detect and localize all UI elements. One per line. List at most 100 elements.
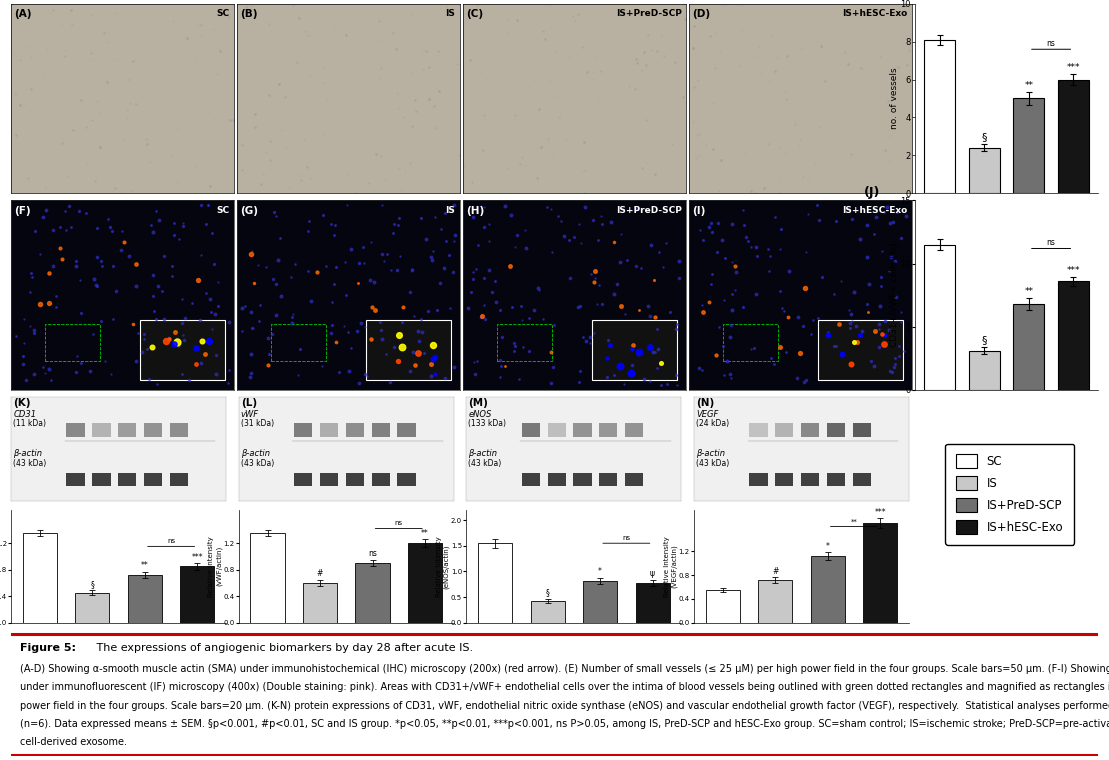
FancyBboxPatch shape	[750, 423, 767, 437]
Text: Figure 5:: Figure 5:	[20, 642, 75, 653]
Text: ns: ns	[1047, 238, 1056, 247]
Text: β-actin: β-actin	[13, 449, 42, 458]
Bar	[759, 580, 792, 622]
Text: IS+PreD-SCP: IS+PreD-SCP	[615, 206, 682, 215]
FancyBboxPatch shape	[599, 423, 618, 437]
FancyBboxPatch shape	[144, 473, 162, 486]
Text: vWF: vWF	[241, 410, 260, 419]
Legend: SC, IS, IS+PreD-SCP, IS+hESC-Exo: SC, IS, IS+PreD-SCP, IS+hESC-Exo	[945, 444, 1074, 545]
Bar	[705, 590, 740, 622]
Text: The expressions of angiogenic biomarkers by day 28 after acute IS.: The expressions of angiogenic biomarkers…	[93, 642, 472, 653]
Text: ***: ***	[874, 508, 886, 517]
FancyBboxPatch shape	[599, 473, 618, 486]
Bar	[1014, 99, 1045, 193]
Bar	[863, 523, 897, 622]
Text: **: **	[851, 518, 857, 524]
Bar	[1014, 304, 1045, 390]
Text: (43 kDa): (43 kDa)	[13, 458, 47, 467]
Text: β-actin: β-actin	[696, 449, 725, 458]
Text: IS: IS	[446, 206, 456, 215]
Text: **: **	[1025, 81, 1034, 90]
Text: SC: SC	[216, 206, 230, 215]
Bar	[635, 583, 670, 622]
Bar	[924, 40, 955, 193]
FancyBboxPatch shape	[372, 473, 390, 486]
Text: (31 kDa): (31 kDa)	[241, 419, 274, 428]
Bar	[497, 324, 552, 362]
Text: β-actin: β-actin	[241, 449, 269, 458]
Bar	[530, 601, 564, 622]
Text: ***: ***	[1067, 266, 1080, 275]
Bar	[1058, 80, 1089, 193]
FancyBboxPatch shape	[853, 473, 871, 486]
Text: (D): (D)	[692, 9, 711, 20]
Bar	[44, 324, 100, 362]
Bar	[811, 556, 845, 622]
Text: (11 kDa): (11 kDa)	[13, 419, 47, 428]
Text: (J): (J)	[864, 185, 881, 198]
FancyBboxPatch shape	[372, 423, 390, 437]
Text: under immunofluorescent (IF) microscopy (400x) (Double staining: pink). Areas wi: under immunofluorescent (IF) microscopy …	[20, 682, 1109, 692]
FancyBboxPatch shape	[548, 423, 566, 437]
FancyBboxPatch shape	[548, 473, 566, 486]
FancyBboxPatch shape	[853, 423, 871, 437]
FancyBboxPatch shape	[397, 423, 416, 437]
FancyBboxPatch shape	[346, 423, 364, 437]
FancyBboxPatch shape	[170, 423, 189, 437]
Text: IS+PreD-SCP: IS+PreD-SCP	[615, 9, 682, 18]
Text: ψ: ψ	[650, 569, 655, 578]
Text: (E): (E)	[864, 0, 884, 2]
FancyBboxPatch shape	[92, 423, 111, 437]
Text: (24 kDa): (24 kDa)	[696, 419, 729, 428]
FancyBboxPatch shape	[319, 423, 338, 437]
Text: ***: ***	[192, 553, 203, 562]
FancyBboxPatch shape	[319, 473, 338, 486]
Text: cell-derived exosome.: cell-derived exosome.	[20, 737, 126, 747]
Bar	[128, 575, 162, 622]
Y-axis label: Relative Intensity
(vWF/actin): Relative Intensity (vWF/actin)	[208, 536, 222, 597]
Text: eNOS: eNOS	[468, 410, 491, 419]
Text: (A): (A)	[14, 9, 32, 20]
Y-axis label: CD31+/VWF+ cells (%): CD31+/VWF+ cells (%)	[891, 243, 899, 347]
Text: **: **	[421, 529, 429, 538]
Bar	[968, 350, 1000, 390]
Text: (B): (B)	[241, 9, 258, 20]
Text: IS+hESC-Exo: IS+hESC-Exo	[842, 9, 907, 18]
Text: (L): (L)	[241, 398, 257, 408]
FancyBboxPatch shape	[119, 473, 136, 486]
FancyBboxPatch shape	[775, 423, 793, 437]
FancyBboxPatch shape	[826, 423, 845, 437]
Text: SC: SC	[216, 9, 230, 18]
FancyBboxPatch shape	[119, 423, 136, 437]
Bar	[592, 320, 676, 381]
FancyBboxPatch shape	[801, 473, 820, 486]
Text: (43 kDa): (43 kDa)	[468, 458, 501, 467]
FancyBboxPatch shape	[625, 423, 643, 437]
Text: (M): (M)	[468, 398, 488, 408]
FancyBboxPatch shape	[170, 473, 189, 486]
FancyBboxPatch shape	[144, 423, 162, 437]
Bar	[141, 320, 225, 381]
Text: (133 kDa): (133 kDa)	[468, 419, 507, 428]
Text: (F): (F)	[14, 206, 31, 216]
Text: #: #	[317, 569, 323, 578]
Text: IS: IS	[446, 9, 456, 18]
FancyBboxPatch shape	[346, 473, 364, 486]
Bar	[251, 533, 285, 622]
Text: β-actin: β-actin	[468, 449, 498, 458]
Text: §: §	[981, 132, 987, 142]
Text: (G): (G)	[241, 206, 258, 216]
FancyBboxPatch shape	[625, 473, 643, 486]
Text: power field in the four groups. Scale bars=20 μm. (K-N) protein expressions of C: power field in the four groups. Scale ba…	[20, 701, 1109, 711]
Text: CD31: CD31	[13, 410, 37, 419]
Bar	[924, 245, 955, 390]
FancyBboxPatch shape	[573, 423, 591, 437]
Text: *: *	[598, 567, 602, 576]
Text: **: **	[141, 561, 149, 570]
Text: ns: ns	[167, 538, 175, 544]
Text: §: §	[91, 580, 94, 589]
Bar	[271, 324, 326, 362]
Bar	[356, 563, 389, 622]
Bar	[1058, 281, 1089, 390]
Text: (n=6). Data expressed means ± SEM. §p<0.001, #p<0.01, SC and IS group. *p<0.05, : (n=6). Data expressed means ± SEM. §p<0.…	[20, 719, 1109, 729]
